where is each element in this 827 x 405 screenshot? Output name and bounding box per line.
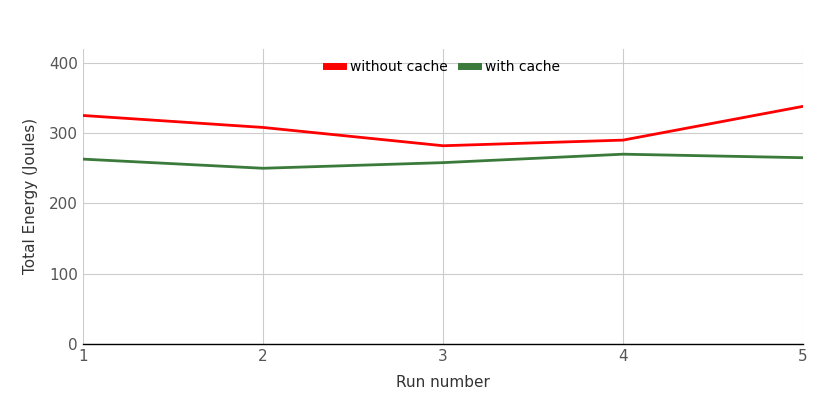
with cache bbox=[797, 155, 807, 160]
with cache bbox=[258, 166, 268, 171]
Legend: without cache, with cache: without cache, with cache bbox=[322, 55, 563, 78]
Line: with cache: with cache bbox=[83, 154, 802, 168]
with cache bbox=[437, 160, 447, 165]
without cache bbox=[258, 125, 268, 130]
X-axis label: Run number: Run number bbox=[395, 375, 490, 390]
with cache bbox=[617, 152, 628, 157]
without cache bbox=[437, 143, 447, 148]
without cache bbox=[78, 113, 88, 118]
without cache bbox=[617, 138, 628, 143]
without cache bbox=[797, 104, 807, 109]
Y-axis label: Total Energy (Joules): Total Energy (Joules) bbox=[23, 118, 38, 275]
with cache bbox=[78, 157, 88, 162]
Line: without cache: without cache bbox=[83, 107, 802, 146]
